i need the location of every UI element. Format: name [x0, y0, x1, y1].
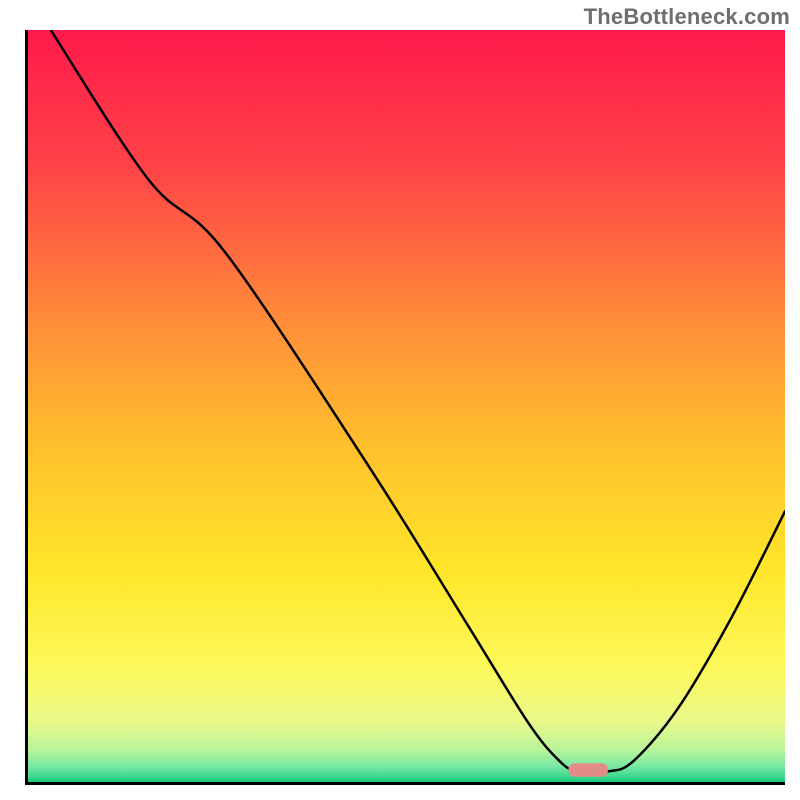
chart-svg	[25, 30, 785, 785]
optimal-marker	[568, 763, 607, 777]
gradient-background	[28, 30, 785, 782]
chart-container: TheBottleneck.com	[0, 0, 800, 800]
watermark-text: TheBottleneck.com	[584, 4, 790, 30]
plot-area	[25, 30, 785, 785]
